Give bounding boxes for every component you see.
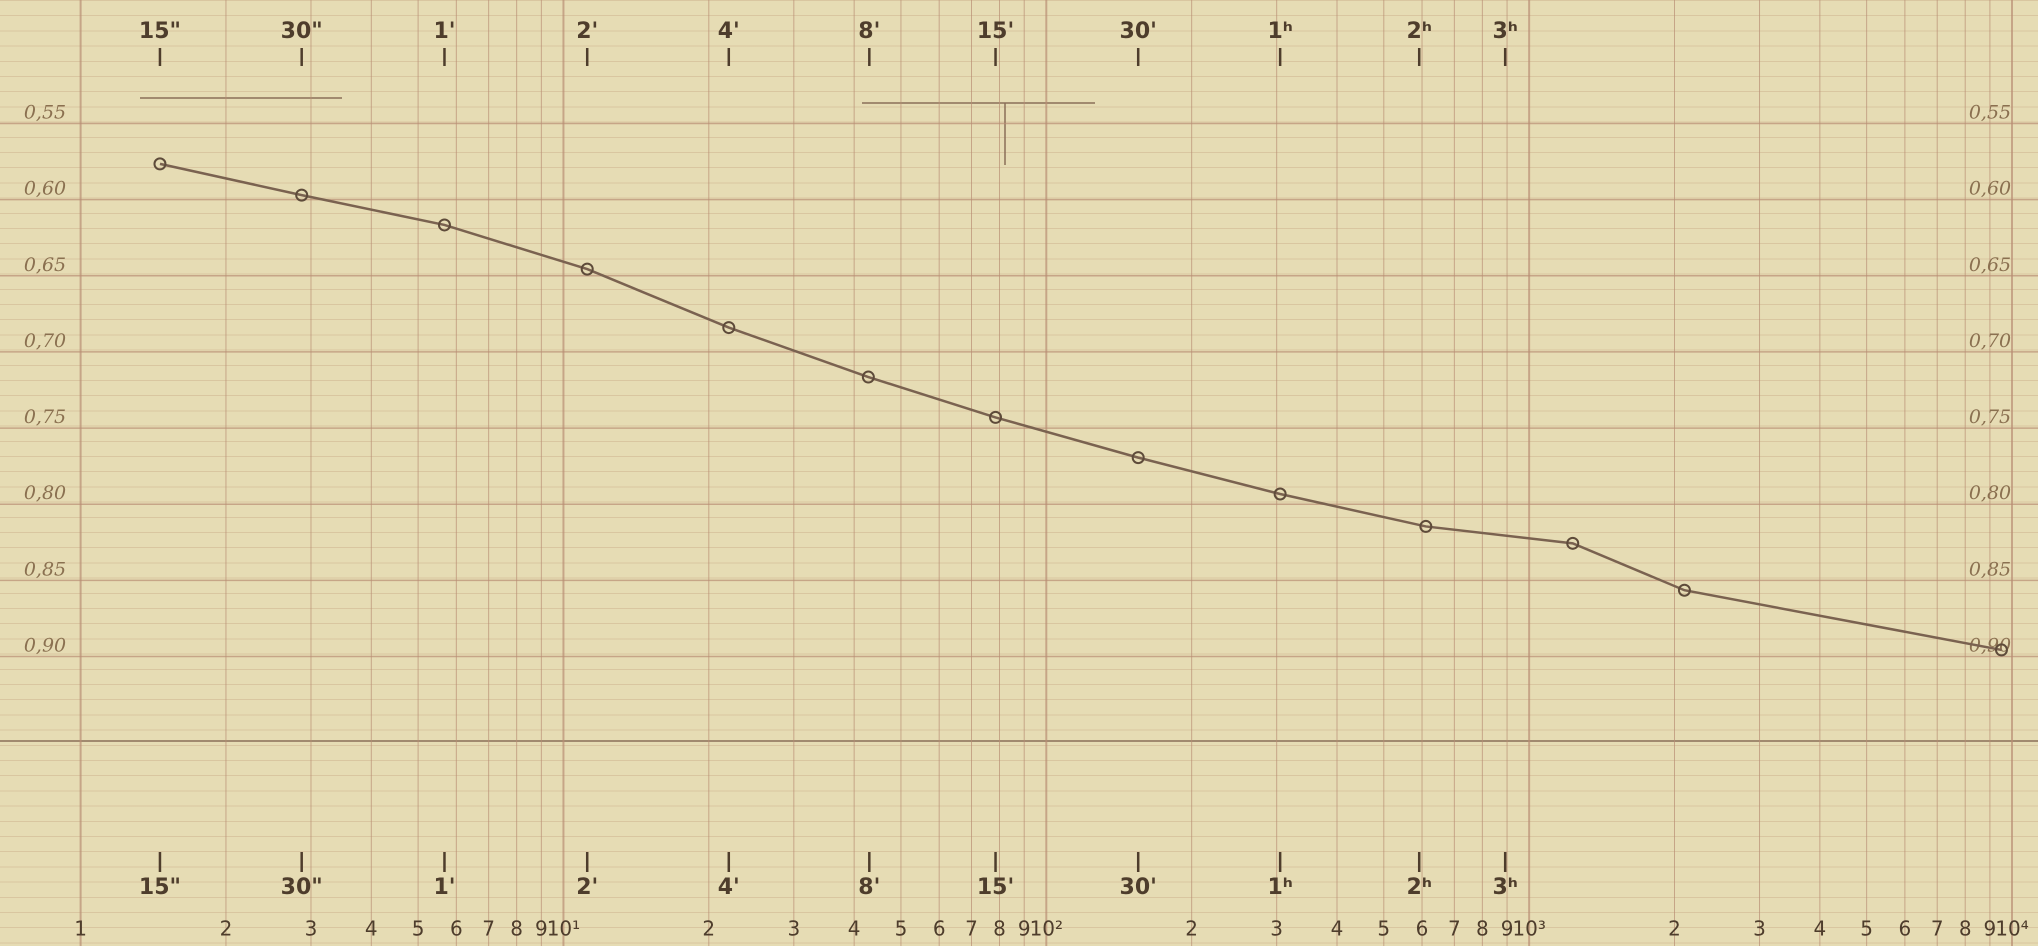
x-tick-label: 2 [1185, 917, 1198, 941]
data-line [159, 162, 2002, 652]
x-tick-label: 7 [1931, 917, 1944, 941]
data-point [295, 188, 309, 202]
time-label: 4' [718, 875, 740, 900]
time-label: 3ʰ [1493, 19, 1518, 44]
paper-decoration [0, 97, 2038, 742]
x-tick-label: 5 [895, 917, 908, 941]
data-point [1419, 519, 1433, 533]
x-tick-label: 8 [993, 917, 1006, 941]
time-label: 15' [977, 875, 1014, 900]
data-point [722, 321, 736, 335]
x-tick-label: 6 [933, 917, 946, 941]
x-tick-label: 9 [1984, 917, 1997, 941]
x-tick-label: 2 [1668, 917, 1681, 941]
time-label: 30" [281, 19, 323, 44]
y-tick-label: 0,80 [24, 482, 66, 504]
x-tick-label: 9 [535, 917, 548, 941]
data-point [861, 370, 875, 384]
time-label: 8' [858, 19, 880, 44]
time-label: 2ʰ [1407, 875, 1432, 900]
x-tick-label: 7 [482, 917, 495, 941]
data-point [1994, 643, 2008, 657]
x-tick-label: 8 [1959, 917, 1972, 941]
y-tick-label: 0,55 [1969, 102, 2011, 124]
y-tick-label: 0,60 [24, 178, 66, 200]
x-tick-label: 8 [510, 917, 523, 941]
x-tick-label: 2 [702, 917, 715, 941]
time-label: 30' [1120, 875, 1157, 900]
time-label: 2ʰ [1407, 19, 1432, 44]
x-tick-label: 10² [1030, 917, 1063, 941]
x-tick-label: 5 [1377, 917, 1390, 941]
time-label: 8' [858, 875, 880, 900]
x-tick-label: 4 [1331, 917, 1344, 941]
x-tick-label: 10⁴ [1995, 917, 2028, 941]
data-point [1131, 451, 1145, 465]
data-point [1566, 536, 1580, 550]
y-tick-label: 0,90 [24, 634, 66, 656]
y-tick-label: 0,65 [1969, 254, 2011, 276]
y-tick-label: 0,55 [24, 102, 66, 124]
y-tick-label: 0,75 [1969, 406, 2011, 428]
y-tick-label: 0,65 [24, 254, 66, 276]
y-tick-label: 0,70 [1969, 330, 2011, 352]
x-tick-label: 10¹ [547, 917, 580, 941]
y-tick-label: 0,85 [1969, 558, 2011, 580]
x-tick-label: 3 [305, 917, 318, 941]
data-point [153, 157, 167, 171]
time-label: 15" [139, 875, 181, 900]
x-tick-label: 2 [220, 917, 233, 941]
x-tick-label: 5 [1860, 917, 1873, 941]
time-label: 2' [576, 19, 598, 44]
x-tick-label: 9 [1018, 917, 1031, 941]
x-tick-label: 8 [1476, 917, 1489, 941]
x-tick-label: 7 [1448, 917, 1461, 941]
time-label: 30" [281, 875, 323, 900]
y-tick-label: 0,75 [24, 406, 66, 428]
x-tick-label: 4 [848, 917, 861, 941]
time-label: 15" [139, 19, 181, 44]
x-tick-label: 4 [365, 917, 378, 941]
y-tick-label: 0,80 [1969, 482, 2011, 504]
time-label: 30' [1120, 19, 1157, 44]
x-tick-label: 6 [1899, 917, 1912, 941]
x-tick-label: 7 [965, 917, 978, 941]
data-point [1677, 583, 1691, 597]
time-label: 2' [576, 875, 598, 900]
x-tick-label: 1 [74, 917, 87, 941]
time-label: 1' [433, 875, 455, 900]
data-point [580, 262, 594, 276]
y-tick-label: 0,85 [24, 558, 66, 580]
time-label: 15' [977, 19, 1014, 44]
data-point [437, 218, 451, 232]
x-tick-label: 6 [1416, 917, 1429, 941]
data-point [1273, 487, 1287, 501]
x-tick-label: 6 [450, 917, 463, 941]
x-tick-label: 3 [1753, 917, 1766, 941]
time-label: 1' [433, 19, 455, 44]
x-tick-label: 3 [1270, 917, 1283, 941]
time-label: 1ʰ [1267, 875, 1292, 900]
time-label: 1ʰ [1267, 19, 1292, 44]
x-tick-label: 9 [1501, 917, 1514, 941]
y-tick-label: 0,70 [24, 330, 66, 352]
y-tick-label: 0,60 [1969, 178, 2011, 200]
x-tick-label: 10³ [1512, 917, 1545, 941]
x-tick-label: 5 [412, 917, 425, 941]
x-tick-label: 4 [1813, 917, 1826, 941]
x-tick-label: 3 [787, 917, 800, 941]
data-point [989, 410, 1003, 424]
time-label: 4' [718, 19, 740, 44]
time-label: 3ʰ [1493, 875, 1518, 900]
